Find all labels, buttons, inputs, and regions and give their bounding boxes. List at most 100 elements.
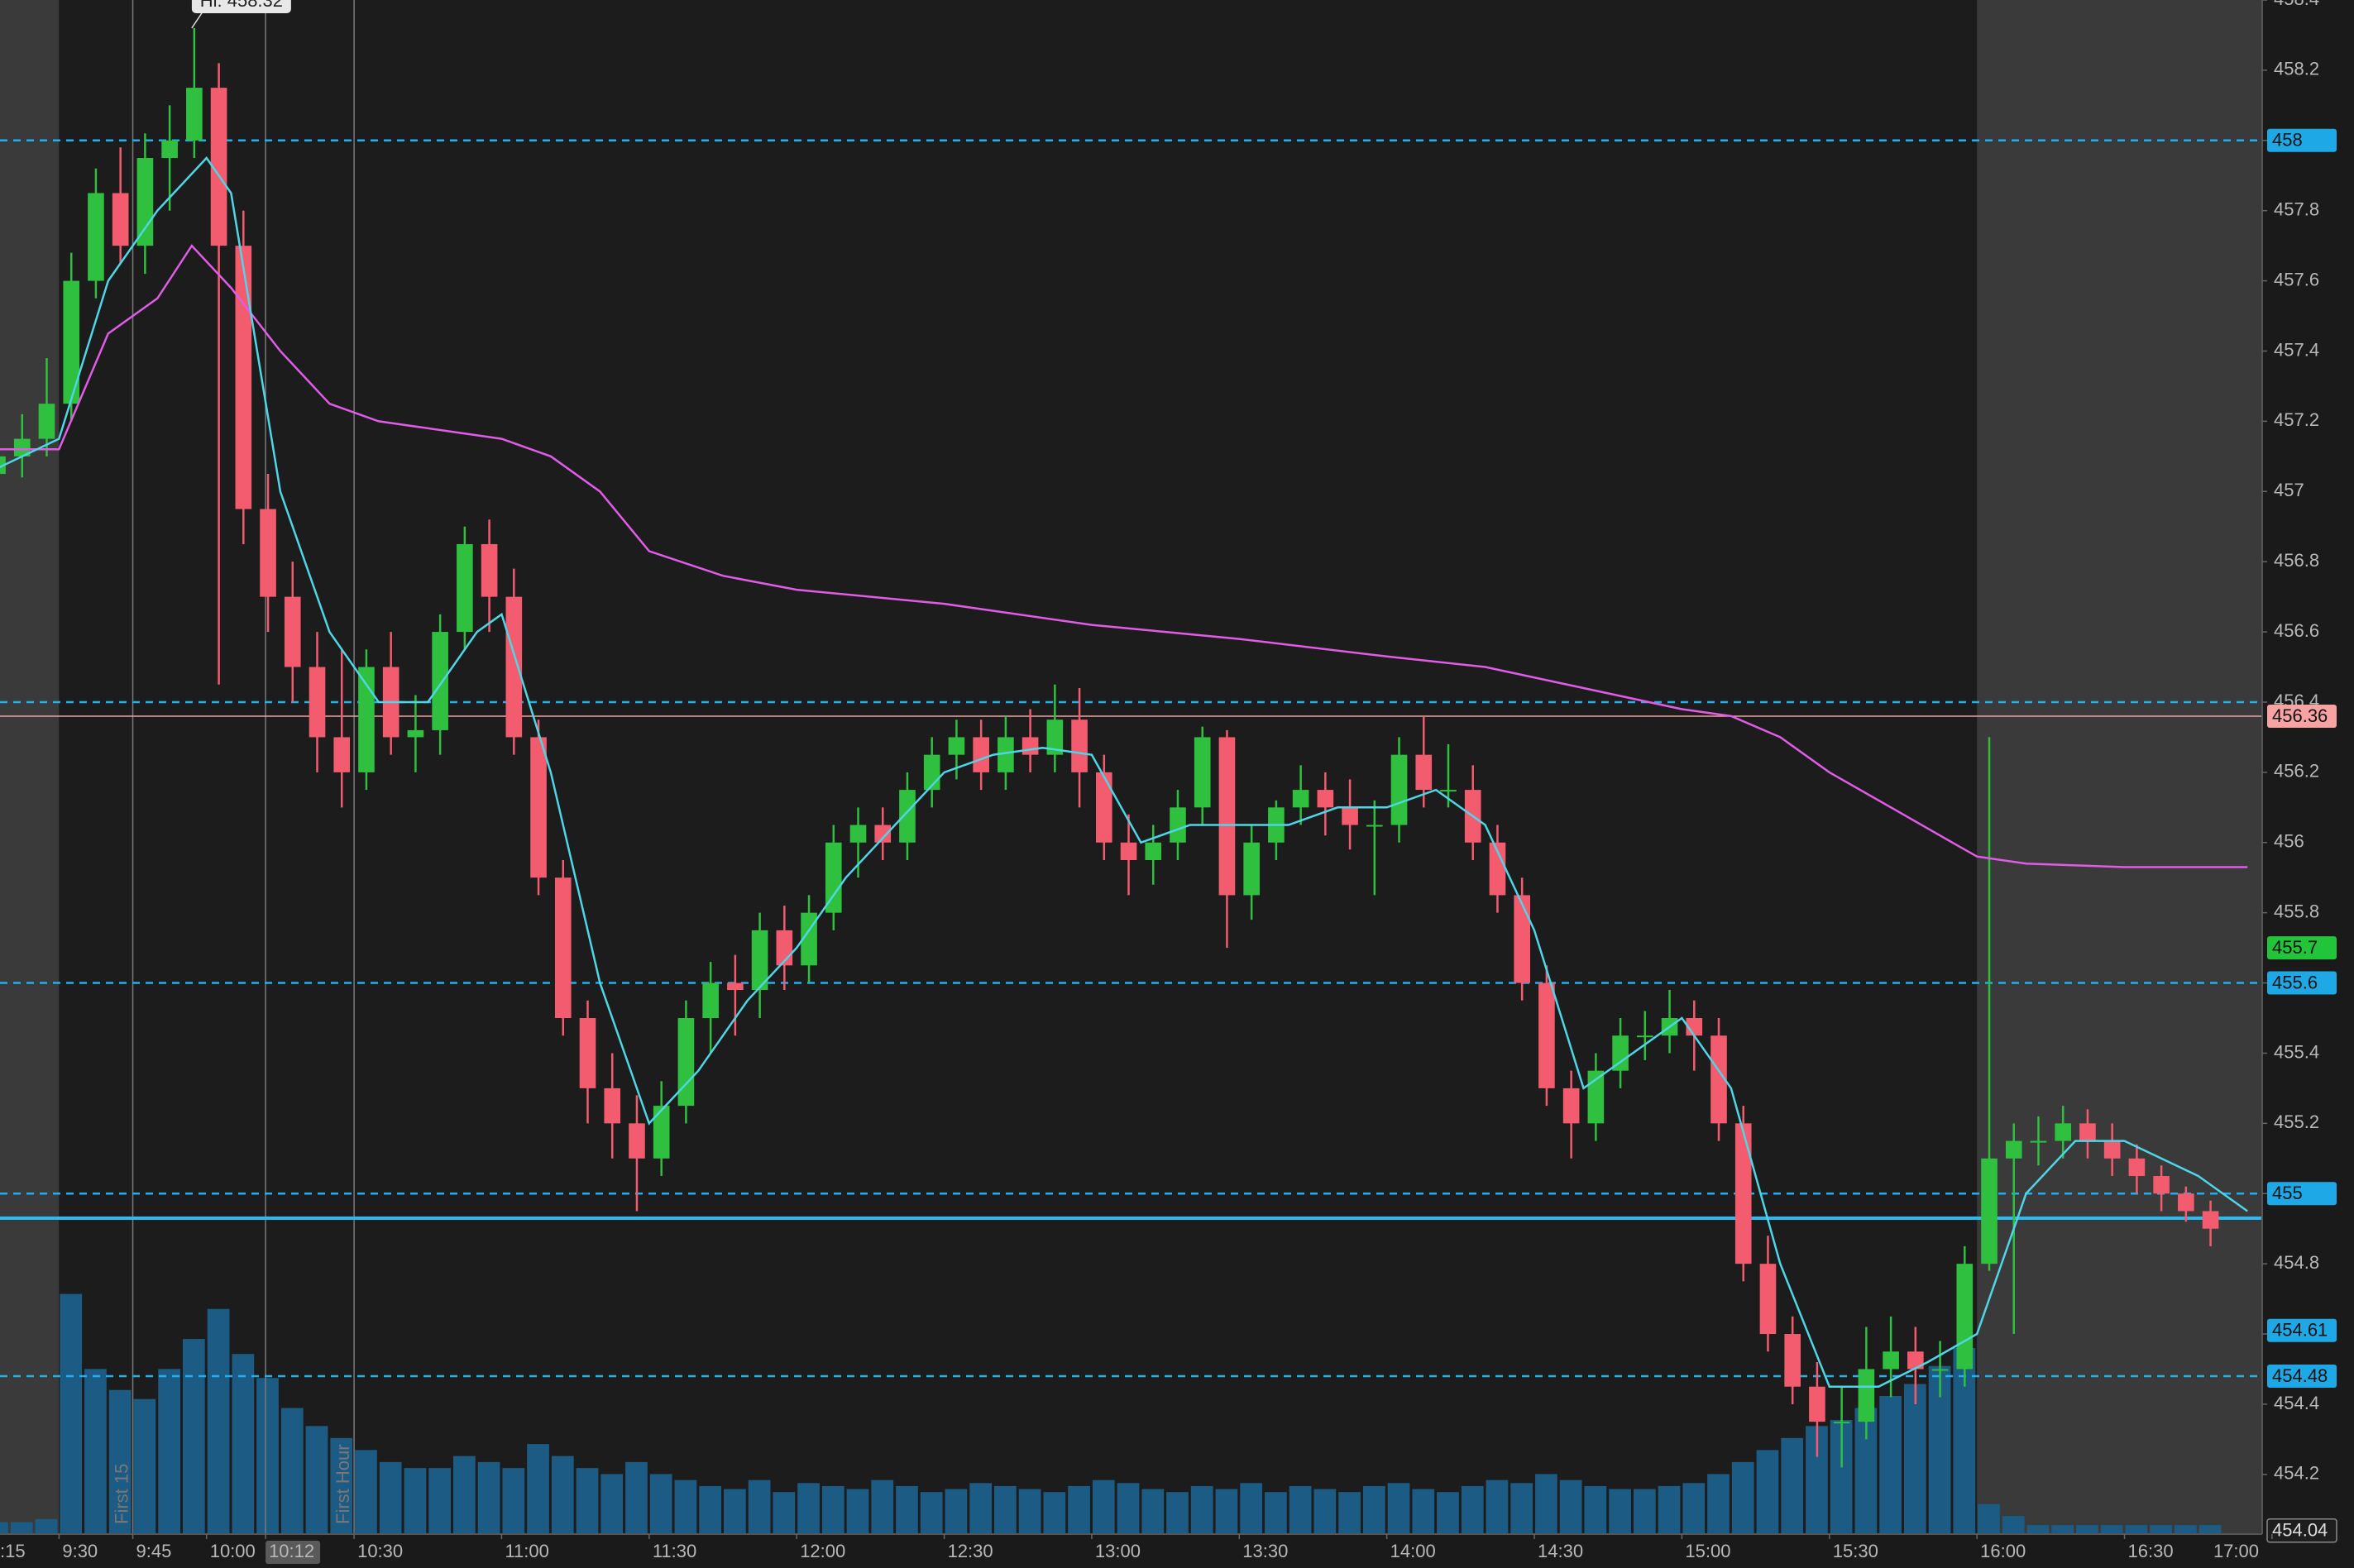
volume-bar xyxy=(1658,1485,1681,1534)
candle-body xyxy=(1046,719,1064,755)
candle-body xyxy=(407,729,424,738)
candle-body xyxy=(2103,1140,2121,1159)
y-tick-label: 457.2 xyxy=(2274,409,2319,430)
candle-body xyxy=(1170,807,1186,843)
volume-bar xyxy=(1535,1474,1557,1534)
candle-body xyxy=(702,982,719,1019)
candle-body xyxy=(1095,772,1112,843)
price-badge-label: 455 xyxy=(2272,1183,2303,1203)
candle-body xyxy=(1145,842,1162,860)
volume-bar xyxy=(625,1461,648,1534)
price-badge xyxy=(2267,128,2337,152)
annotation-label: Hi: 458.32 xyxy=(200,0,283,11)
candle-body xyxy=(2030,1140,2047,1143)
volume-bar xyxy=(600,1474,624,1534)
x-tick-label: 16:00 xyxy=(1980,1541,2026,1561)
candle-body xyxy=(235,246,252,509)
y-tick-label: 457.6 xyxy=(2274,269,2319,289)
x-tick-label: 12:00 xyxy=(800,1541,845,1561)
volume-bar xyxy=(1486,1480,1509,1534)
volume-bar xyxy=(1559,1480,1582,1534)
candle-body xyxy=(1538,982,1555,1088)
volume-bar xyxy=(2199,1525,2222,1534)
candle-body xyxy=(88,193,104,281)
candle-body xyxy=(38,404,55,439)
volume-bar xyxy=(1190,1485,1213,1534)
volume-bar xyxy=(1584,1485,1607,1534)
candle-body xyxy=(260,509,276,597)
candle-body xyxy=(653,1106,670,1159)
x-tick-label: 13:00 xyxy=(1095,1541,1141,1561)
candle-body xyxy=(284,596,301,667)
volume-bar xyxy=(1043,1492,1066,1534)
volume-bar xyxy=(1510,1483,1533,1534)
candle-body xyxy=(505,596,523,738)
volume-bar xyxy=(2051,1525,2074,1534)
volume-bar xyxy=(1707,1474,1730,1534)
price-badge xyxy=(2267,971,2337,995)
y-tick-label: 458.4 xyxy=(2274,0,2319,9)
candle-body xyxy=(358,667,375,772)
volume-bar xyxy=(182,1339,205,1534)
volume-bar xyxy=(256,1378,279,1534)
x-tick-label: 9:30 xyxy=(62,1541,98,1561)
candle-body xyxy=(1415,754,1433,791)
candle-body xyxy=(1907,1351,1924,1370)
volume-bar xyxy=(1289,1485,1312,1534)
volume-bar xyxy=(724,1489,746,1534)
volume-bar xyxy=(1682,1483,1706,1534)
candle-body xyxy=(210,88,227,246)
candle-body xyxy=(579,1018,596,1088)
candle-body xyxy=(2079,1123,2096,1141)
volume-bar xyxy=(1313,1489,1337,1534)
price-badge xyxy=(2267,1318,2337,1342)
candle-body xyxy=(1637,1035,1653,1038)
candle-body xyxy=(751,930,768,991)
price-badge xyxy=(2267,936,2337,960)
volume-bar xyxy=(748,1480,771,1534)
volume-bar xyxy=(1387,1483,1410,1534)
volume-bar xyxy=(158,1369,180,1534)
price-badge xyxy=(2267,1364,2337,1388)
candle-body xyxy=(1981,1158,1998,1264)
y-tick-label: 454.2 xyxy=(2274,1463,2319,1484)
price-badge xyxy=(2267,704,2337,728)
candle-body xyxy=(333,737,351,772)
candle-body xyxy=(1194,737,1211,808)
volume-bar xyxy=(2125,1525,2148,1534)
volume-bar xyxy=(280,1408,304,1534)
volume-bar xyxy=(1781,1437,1804,1534)
volume-bar xyxy=(1633,1489,1656,1534)
candle-body xyxy=(530,737,547,878)
candle-body xyxy=(2055,1123,2072,1141)
candle-body xyxy=(2005,1140,2022,1159)
volume-bar xyxy=(576,1468,599,1534)
volume-bar xyxy=(1215,1489,1238,1534)
candle-body xyxy=(849,825,867,843)
candle-body xyxy=(1858,1369,1875,1422)
x-tick-label: :15 xyxy=(0,1541,26,1561)
candle-body xyxy=(112,193,129,246)
candle-body xyxy=(973,737,989,772)
y-tick-label: 455.2 xyxy=(2274,1111,2319,1132)
volume-bar xyxy=(797,1483,820,1534)
volume-bar xyxy=(379,1461,402,1534)
volume-bar xyxy=(1018,1489,1041,1534)
volume-bar xyxy=(330,1437,353,1534)
moving-average xyxy=(0,156,2248,1388)
y-tick-label: 456.2 xyxy=(2274,761,2319,782)
volume-bar xyxy=(969,1483,993,1534)
volume-bar xyxy=(1117,1483,1140,1534)
candle-body xyxy=(1710,1035,1727,1124)
annotation-box xyxy=(191,0,291,13)
candle-body xyxy=(1071,719,1088,772)
candle-body xyxy=(1292,790,1309,808)
candle-body xyxy=(1833,1422,1850,1424)
volume-bar xyxy=(1265,1492,1287,1534)
volume-bar xyxy=(674,1480,697,1534)
premarket-shade xyxy=(0,0,60,1534)
volume-bar xyxy=(1731,1461,1754,1534)
x-tick-label: 9:45 xyxy=(136,1541,172,1561)
